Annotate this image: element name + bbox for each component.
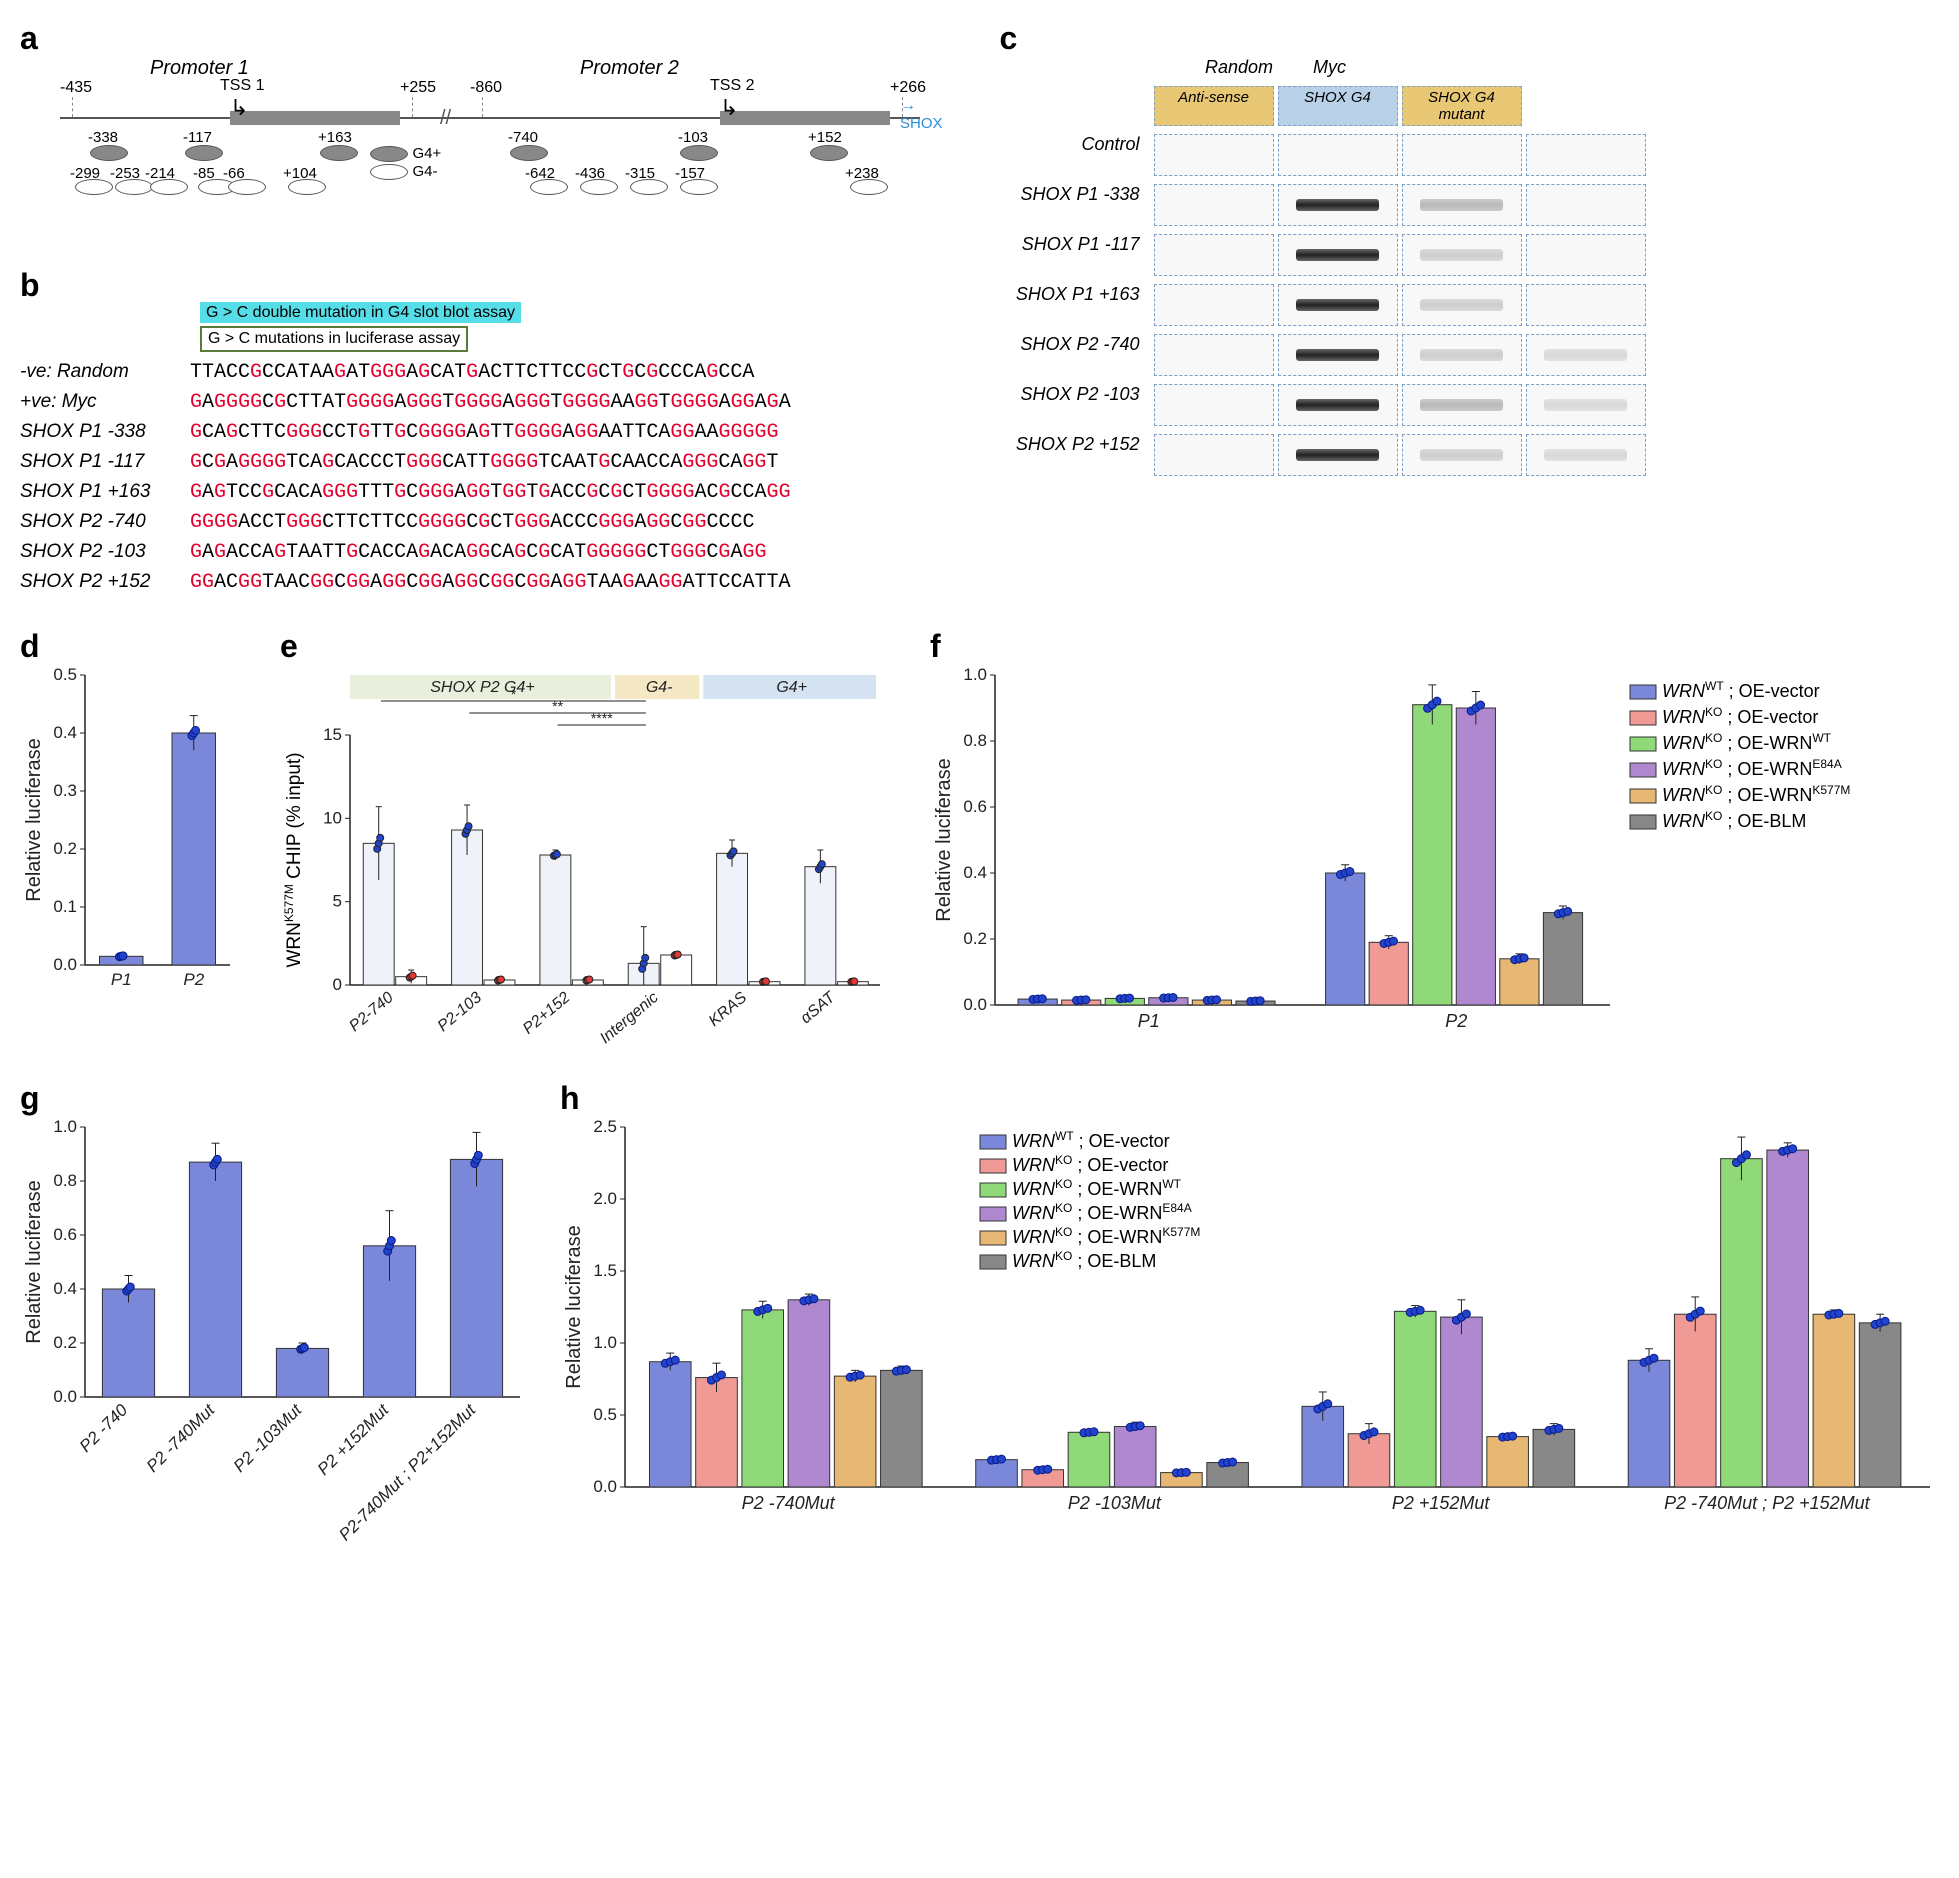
panel-h-label: h — [560, 1080, 580, 1116]
schematic: Promoter 1Promoter 2-435+255-860+266↳TSS… — [20, 57, 960, 237]
svg-text:1.0: 1.0 — [53, 1117, 77, 1136]
row-gh: g 0.0 0.2 0.4 0.6 0.8 1.0 Relative luciferase P… — [20, 1080, 1939, 1542]
svg-text:WRNKO ; OE-WRNWT: WRNKO ; OE-WRNWT — [1012, 1177, 1182, 1199]
svg-text:Relative luciferase: Relative luciferase — [563, 1225, 585, 1388]
svg-text:Relative luciferase: Relative luciferase — [23, 1180, 45, 1343]
svg-text:Relative luciferase: Relative luciferase — [933, 758, 955, 921]
svg-text:10: 10 — [323, 808, 342, 827]
svg-text:0.8: 0.8 — [53, 1171, 77, 1190]
svg-text:P2 -740Mut ; P2 +152Mut: P2 -740Mut ; P2 +152Mut — [1664, 1493, 1871, 1513]
svg-text:0.5: 0.5 — [593, 1405, 617, 1424]
svg-text:P2: P2 — [183, 970, 204, 989]
panel-b: b G > C double mutation in G4 slot blot … — [20, 267, 960, 598]
chart-d: 0.0 0.1 0.2 0.3 0.4 0.5 Relative luciferase P1 P… — [20, 665, 240, 1005]
svg-text:0.0: 0.0 — [53, 955, 77, 974]
svg-text:P2 +152Mut: P2 +152Mut — [314, 1399, 393, 1478]
svg-text:0: 0 — [333, 975, 342, 994]
svg-text:KRAS: KRAS — [706, 989, 751, 1030]
svg-text:WRNKO ; OE-WRNE84A: WRNKO ; OE-WRNE84A — [1012, 1201, 1192, 1223]
svg-text:0.4: 0.4 — [53, 1279, 77, 1298]
chart-h: 0.0 0.5 1.0 1.5 2.0 2.5 Relative luciferase P2 … — [560, 1117, 1940, 1537]
chart-f: 0.0 0.2 0.4 0.6 0.8 1.0 Relative luciferase P1 P… — [930, 665, 1930, 1045]
svg-text:0.2: 0.2 — [963, 929, 987, 948]
svg-text:WRNKO ; OE-WRNK577M: WRNKO ; OE-WRNK577M — [1012, 1225, 1200, 1247]
chart-e: 0 5 10 15 WRNK577M CHIP (% input) SHOX P2 G4+… — [280, 665, 890, 1045]
svg-text:2.5: 2.5 — [593, 1117, 617, 1136]
svg-text:0.2: 0.2 — [53, 1333, 77, 1352]
svg-text:P1: P1 — [1138, 1011, 1160, 1031]
svg-text:P2 -740Mut: P2 -740Mut — [143, 1399, 219, 1475]
svg-text:WRNWT ; OE-vector: WRNWT ; OE-vector — [1662, 679, 1820, 701]
chart-g: 0.0 0.2 0.4 0.6 0.8 1.0 Relative luciferase P2 … — [20, 1117, 530, 1537]
svg-text:*: * — [511, 686, 517, 702]
panel-e: e 0 5 10 15 WRNK577M CHIP (% input) SHOX P2 G… — [280, 628, 900, 1050]
figure: a Promoter 1Promoter 2-435+255-860+266↳T… — [20, 20, 1939, 1542]
svg-text:Relative luciferase: Relative luciferase — [23, 738, 45, 901]
svg-text:P1: P1 — [111, 970, 132, 989]
svg-text:P2: P2 — [1445, 1011, 1467, 1031]
svg-text:0.3: 0.3 — [53, 781, 77, 800]
svg-text:P2-103: P2-103 — [435, 989, 486, 1035]
panel-e-label: e — [280, 628, 298, 664]
svg-text:SHOX P2 G4+: SHOX P2 G4+ — [430, 679, 535, 696]
svg-text:WRNKO ; OE-WRNK577M: WRNKO ; OE-WRNK577M — [1662, 783, 1850, 805]
legend-cyan: G > C double mutation in G4 slot blot as… — [200, 302, 521, 323]
panel-g-label: g — [20, 1080, 40, 1116]
svg-text:0.1: 0.1 — [53, 897, 77, 916]
svg-text:5: 5 — [333, 892, 342, 911]
panel-f-label: f — [930, 628, 941, 664]
panel-h: h 0.0 0.5 1.0 1.5 2.0 2.5 Relative luciferase P… — [560, 1080, 1940, 1542]
panel-d: d 0.0 0.1 0.2 0.3 0.4 0.5 Relative luciferase P… — [20, 628, 250, 1050]
panel-a: a Promoter 1Promoter 2-435+255-860+266↳T… — [20, 20, 960, 237]
svg-text:WRNWT ; OE-vector: WRNWT ; OE-vector — [1012, 1129, 1170, 1151]
svg-text:1.5: 1.5 — [593, 1261, 617, 1280]
svg-text:****: **** — [591, 710, 613, 726]
svg-text:WRNKO ; OE-WRNWT: WRNKO ; OE-WRNWT — [1662, 731, 1832, 753]
panel-g: g 0.0 0.2 0.4 0.6 0.8 1.0 Relative luciferase P… — [20, 1080, 530, 1542]
svg-text:0.6: 0.6 — [963, 797, 987, 816]
svg-text:WRNKO ; OE-vector: WRNKO ; OE-vector — [1662, 705, 1818, 727]
panel-f: f 0.0 0.2 0.4 0.6 0.8 1.0 Relative luciferase P… — [930, 628, 1939, 1050]
svg-text:15: 15 — [323, 725, 342, 744]
svg-text:αSAT: αSAT — [798, 988, 840, 1027]
svg-text:WRNKO ; OE-WRNE84A: WRNKO ; OE-WRNE84A — [1662, 757, 1842, 779]
svg-text:P2 +152Mut: P2 +152Mut — [1392, 1493, 1491, 1513]
svg-text:P2+152: P2+152 — [520, 989, 574, 1038]
blot-grid: Random MycAnti-senseSHOX G4SHOX G4mutant… — [1000, 57, 1940, 476]
svg-text:P2 -740Mut: P2 -740Mut — [742, 1493, 836, 1513]
svg-text:0.6: 0.6 — [53, 1225, 77, 1244]
svg-text:G4-: G4- — [646, 679, 673, 696]
svg-text:P2-740: P2-740 — [346, 989, 397, 1035]
svg-text:1.0: 1.0 — [963, 665, 987, 684]
panel-d-label: d — [20, 628, 40, 664]
svg-text:P2 -103Mut: P2 -103Mut — [230, 1399, 306, 1475]
svg-text:WRNK577M CHIP (% input): WRNK577M CHIP (% input) — [282, 752, 305, 967]
svg-text:0.0: 0.0 — [53, 1387, 77, 1406]
svg-text:WRNKO ; OE-BLM: WRNKO ; OE-BLM — [1012, 1249, 1156, 1271]
legend-green: G > C mutations in luciferase assay — [200, 326, 468, 352]
svg-text:P2 -740: P2 -740 — [76, 1400, 132, 1456]
svg-text:WRNKO ; OE-vector: WRNKO ; OE-vector — [1012, 1153, 1168, 1175]
svg-text:G4+: G4+ — [776, 679, 807, 696]
svg-text:0.4: 0.4 — [53, 723, 77, 742]
sequences: -ve: RandomTTACCGCCATAAGATGGGAGCATGACTTC… — [20, 358, 960, 598]
svg-text:P2 -103Mut: P2 -103Mut — [1068, 1493, 1162, 1513]
row-def: d 0.0 0.1 0.2 0.3 0.4 0.5 Relative luciferase P… — [20, 628, 1939, 1050]
svg-text:0.0: 0.0 — [593, 1477, 617, 1496]
panel-c: c Random MycAnti-senseSHOX G4SHOX G4muta… — [1000, 20, 1940, 598]
panel-b-label: b — [20, 267, 40, 303]
panel-a-label: a — [20, 20, 38, 56]
svg-text:0.8: 0.8 — [963, 731, 987, 750]
svg-text:**: ** — [552, 698, 563, 714]
svg-text:0.4: 0.4 — [963, 863, 987, 882]
svg-text:WRNKO ; OE-BLM: WRNKO ; OE-BLM — [1662, 809, 1806, 831]
svg-text:1.0: 1.0 — [593, 1333, 617, 1352]
panel-c-label: c — [1000, 20, 1018, 56]
svg-text:0.0: 0.0 — [963, 995, 987, 1014]
svg-text:2.0: 2.0 — [593, 1189, 617, 1208]
svg-text:Intergenic: Intergenic — [597, 989, 662, 1047]
svg-text:0.5: 0.5 — [53, 665, 77, 684]
svg-text:0.2: 0.2 — [53, 839, 77, 858]
